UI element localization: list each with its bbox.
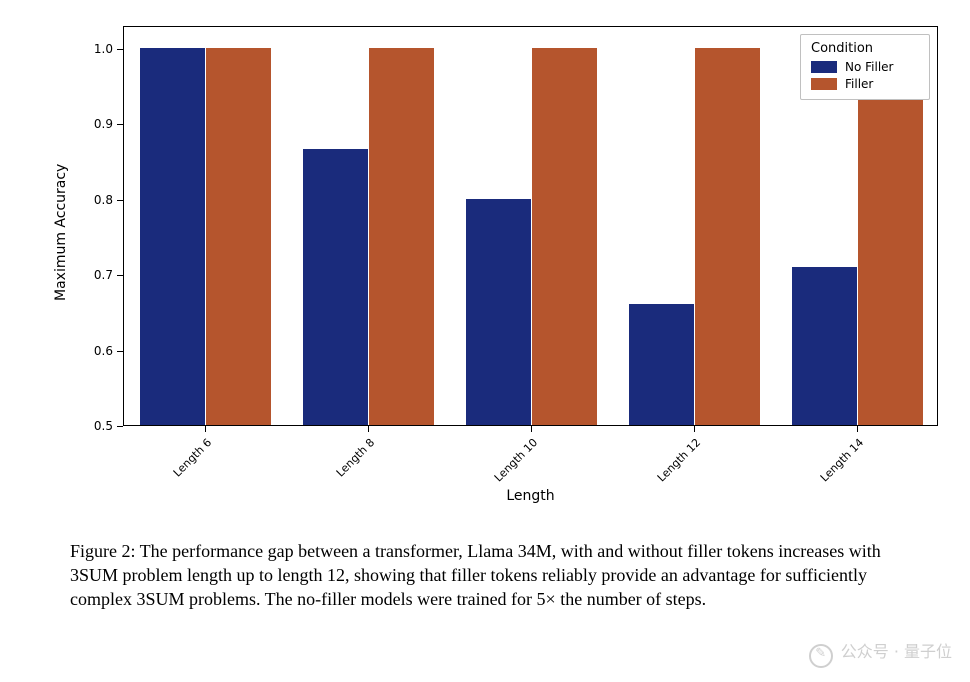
watermark-text: 公众号 · 量子位 <box>841 642 952 661</box>
bar <box>206 48 271 425</box>
x-tick <box>694 426 695 432</box>
legend-label: Filler <box>845 77 873 91</box>
legend: Condition No Filler Filler <box>800 34 930 100</box>
legend-swatch <box>811 61 837 73</box>
bar <box>532 48 597 425</box>
x-tick <box>857 426 858 432</box>
legend-item: No Filler <box>811 60 919 74</box>
x-tick <box>205 426 206 432</box>
legend-title: Condition <box>811 41 919 56</box>
legend-label: No Filler <box>845 60 893 74</box>
y-tick-label: 0.9 <box>79 117 113 131</box>
y-tick <box>117 49 123 50</box>
x-tick-label: Length 10 <box>491 436 539 484</box>
y-tick <box>117 351 123 352</box>
bar <box>140 48 205 425</box>
y-tick <box>117 124 123 125</box>
y-tick-label: 0.5 <box>79 419 113 433</box>
y-tick <box>117 275 123 276</box>
bar <box>792 267 857 425</box>
bar <box>629 304 694 426</box>
bar <box>695 48 760 425</box>
x-tick-label: Length 6 <box>170 436 213 479</box>
x-tick-label: Length 12 <box>654 436 702 484</box>
figure-wrap: 0.5 0.6 0.7 0.8 0.9 1.0 Maximum Accuracy Length… <box>0 0 970 682</box>
watermark: ✎ 公众号 · 量子位 <box>809 638 952 668</box>
y-tick <box>117 426 123 427</box>
legend-swatch <box>811 78 837 90</box>
y-tick-label: 0.6 <box>79 344 113 358</box>
x-tick <box>531 426 532 432</box>
bar <box>466 199 531 425</box>
y-tick <box>117 200 123 201</box>
y-tick-label: 0.7 <box>79 268 113 282</box>
x-tick <box>368 426 369 432</box>
y-tick-label: 1.0 <box>79 42 113 56</box>
y-tick-label: 0.8 <box>79 193 113 207</box>
x-axis-label: Length <box>471 488 591 504</box>
wechat-icon: ✎ <box>809 644 833 668</box>
y-axis-label: Maximum Accuracy <box>53 164 69 301</box>
bar <box>858 48 923 425</box>
figure-caption: Figure 2: The performance gap between a … <box>70 540 900 611</box>
bar <box>369 48 434 425</box>
x-tick-label: Length 8 <box>333 436 376 479</box>
bar <box>303 149 368 425</box>
legend-item: Filler <box>811 77 919 91</box>
x-tick-label: Length 14 <box>817 436 865 484</box>
